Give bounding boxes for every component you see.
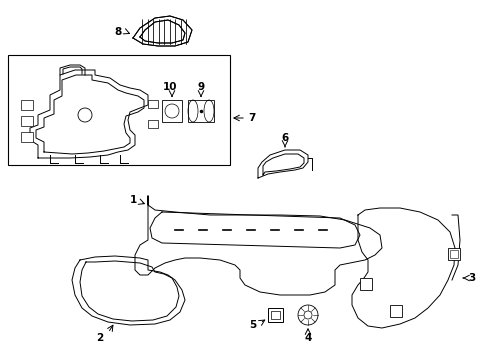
Polygon shape xyxy=(133,16,192,46)
Bar xyxy=(271,311,280,319)
Bar xyxy=(21,132,33,142)
Bar xyxy=(360,278,372,290)
Bar xyxy=(188,100,214,122)
Text: 5: 5 xyxy=(249,320,257,330)
Bar xyxy=(148,100,158,108)
Text: 3: 3 xyxy=(468,273,475,283)
Text: 8: 8 xyxy=(114,27,122,37)
Bar xyxy=(21,116,33,126)
Text: 2: 2 xyxy=(97,333,103,343)
Text: 6: 6 xyxy=(281,133,289,143)
Bar xyxy=(450,250,458,258)
Text: 4: 4 xyxy=(304,333,312,343)
Bar xyxy=(148,120,158,128)
Bar xyxy=(162,100,182,122)
Text: 10: 10 xyxy=(163,82,177,92)
Text: 7: 7 xyxy=(248,113,255,123)
Bar xyxy=(21,100,33,110)
Bar xyxy=(448,248,460,260)
Bar xyxy=(268,308,283,322)
Text: 1: 1 xyxy=(129,195,137,205)
Bar xyxy=(390,305,402,317)
Bar xyxy=(8,55,230,165)
Text: 9: 9 xyxy=(197,82,204,92)
